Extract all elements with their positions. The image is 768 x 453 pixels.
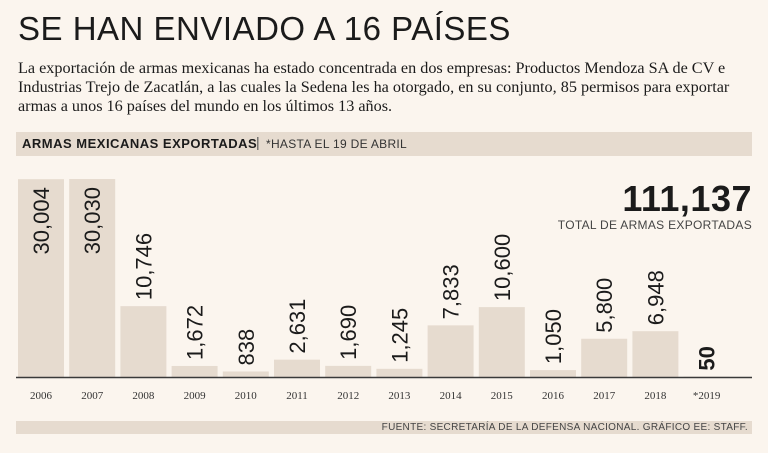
value-label-2013: 1,245 xyxy=(387,308,412,363)
category-label-2016: 2016 xyxy=(542,390,565,402)
bar-2014 xyxy=(427,325,474,377)
bar-2006 xyxy=(18,179,64,377)
title-separator: | xyxy=(256,134,260,150)
category-label-2017: 2017 xyxy=(593,390,616,402)
value-label-2009: 1,672 xyxy=(183,305,208,360)
total-label: TOTAL DE ARMAS EXPORTADAS xyxy=(557,218,752,232)
bar-2012 xyxy=(325,365,372,377)
chart-note: *HASTA EL 19 DE ABRIL xyxy=(266,137,408,151)
bar-2011 xyxy=(274,359,320,377)
category-label-2008: 2008 xyxy=(132,390,155,402)
category-label-*2019: *2019 xyxy=(693,390,721,402)
category-label-2015: 2015 xyxy=(491,390,514,402)
chart-title: ARMAS MEXICANAS EXPORTADAS xyxy=(22,136,258,151)
category-label-2014: 2014 xyxy=(440,390,463,402)
source-text: FUENTE: SECRETARÍA DE LA DEFENSA NACIONA… xyxy=(381,422,748,433)
bar-2009 xyxy=(171,365,218,377)
category-label-2010: 2010 xyxy=(235,390,258,402)
bar-2015 xyxy=(478,307,525,377)
chart-title-band: ARMAS MEXICANAS EXPORTADAS | *HASTA EL 1… xyxy=(16,132,752,156)
category-label-2013: 2013 xyxy=(388,390,411,402)
category-label-2012: 2012 xyxy=(337,390,359,402)
value-label-2012: 1,690 xyxy=(336,305,361,360)
value-label-2015: 10,600 xyxy=(490,234,515,301)
category-label-2007: 2007 xyxy=(81,390,104,402)
source-band: FUENTE: SECRETARÍA DE LA DEFENSA NACIONA… xyxy=(16,421,752,434)
category-label-2018: 2018 xyxy=(644,390,667,402)
bar-2017 xyxy=(581,338,628,377)
value-label-2007: 30,030 xyxy=(80,187,105,254)
bar-2013 xyxy=(376,368,423,377)
value-label-2011: 2,631 xyxy=(285,299,310,354)
bar-2010 xyxy=(222,371,269,377)
category-label-2011: 2011 xyxy=(286,390,308,402)
category-label-2006: 2006 xyxy=(30,390,53,402)
category-label-2009: 2009 xyxy=(184,390,207,402)
bar-2008 xyxy=(120,306,167,377)
value-label-2006: 30,004 xyxy=(29,187,54,254)
value-label-2010: 838 xyxy=(234,329,259,366)
bar-2018 xyxy=(632,331,679,377)
value-label-2016: 1,050 xyxy=(541,309,566,364)
value-label-2018: 6,948 xyxy=(643,270,668,325)
description-text: La exportación de armas mexicanas ha est… xyxy=(18,59,730,115)
value-label-*2019: 50 xyxy=(695,346,720,370)
value-label-2014: 7,833 xyxy=(439,264,464,319)
bar-2007 xyxy=(69,179,116,377)
total-value: 111,137 xyxy=(622,178,752,219)
value-label-2017: 5,800 xyxy=(592,278,617,333)
headline: SE HAN ENVIADO A 16 PAÍSES xyxy=(18,10,511,47)
value-label-2008: 10,746 xyxy=(131,233,156,300)
bar-2016 xyxy=(530,370,576,377)
